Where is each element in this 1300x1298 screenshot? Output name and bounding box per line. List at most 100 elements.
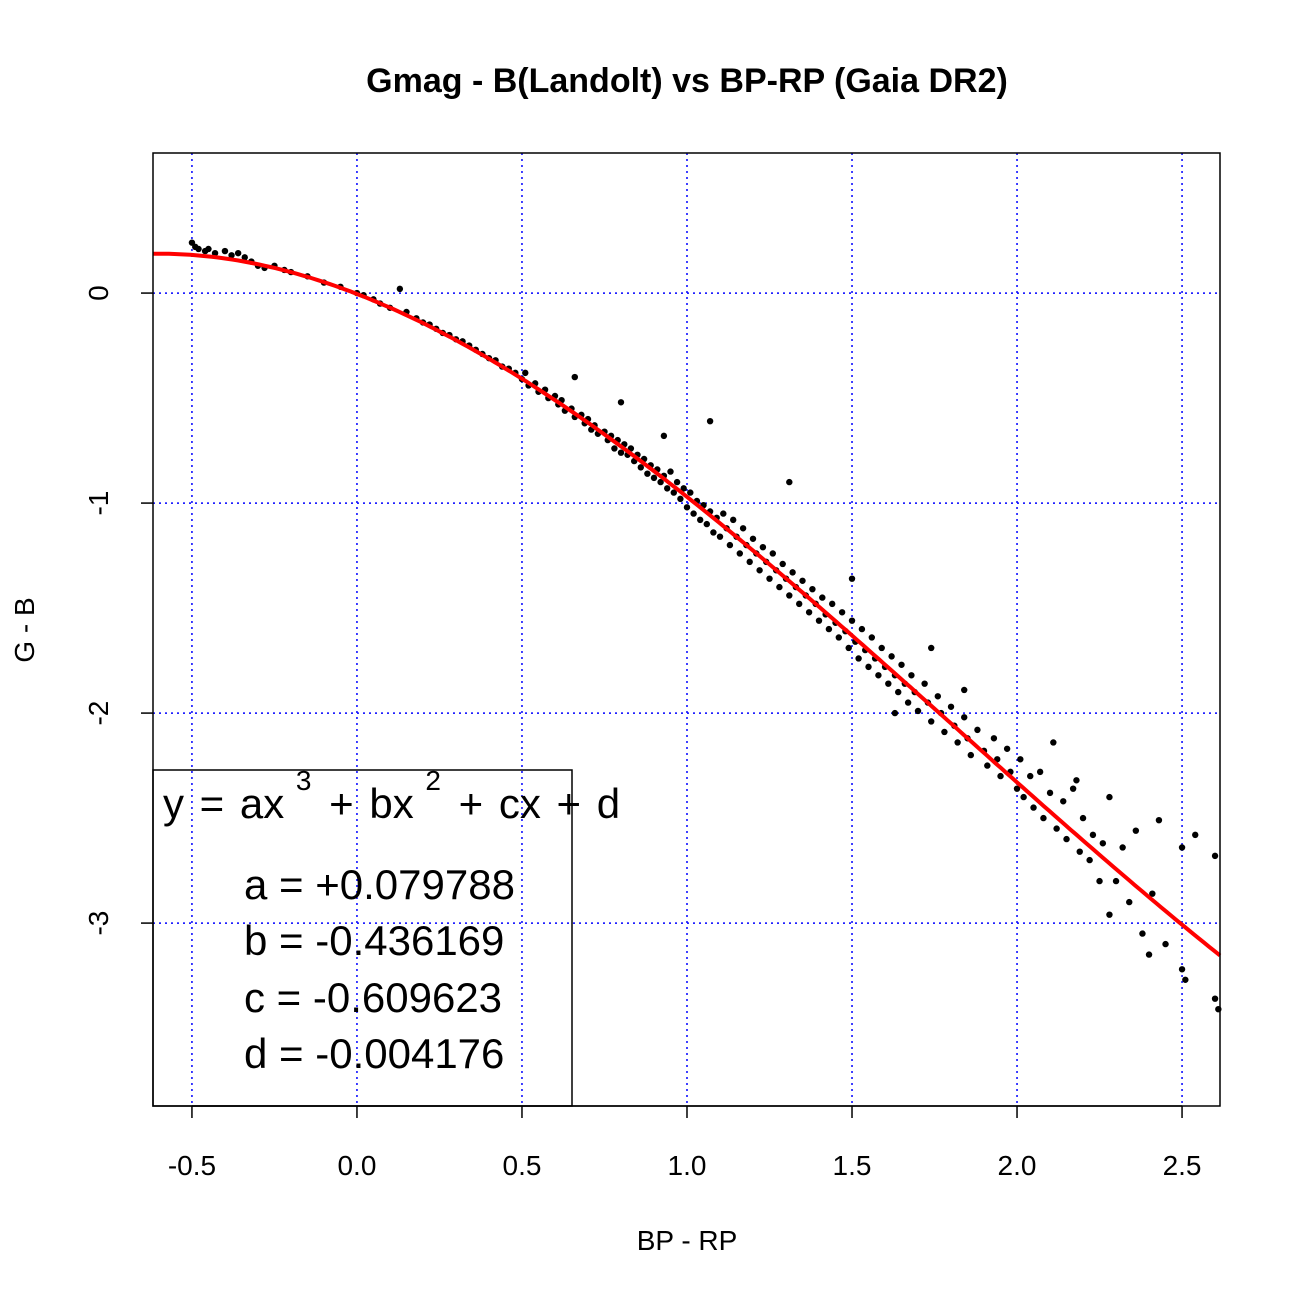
data-point: [644, 470, 651, 477]
fit-curve: [152, 251, 1222, 958]
data-point: [799, 577, 806, 584]
data-point: [1162, 940, 1169, 948]
data-point: [228, 252, 235, 259]
data-point: [928, 718, 935, 725]
x-axis: -0.5 0.0 0.5 1.0 1.5 2.0 2.5: [168, 1105, 1202, 1181]
data-point: [815, 617, 823, 624]
eq-cx: cx: [499, 780, 541, 827]
x-tick-label: 0.0: [337, 1150, 376, 1181]
data-point: [1211, 852, 1219, 860]
data-point: [974, 726, 981, 734]
data-point: [522, 369, 529, 377]
data-point: [687, 489, 694, 496]
data-point: [789, 569, 796, 576]
data-point: [779, 560, 786, 568]
data-point: [1112, 877, 1120, 885]
data-point: [878, 644, 885, 652]
data-point: [961, 714, 968, 721]
data-point: [891, 709, 899, 717]
legend-coef-d: d = -0.004176: [244, 1030, 504, 1077]
data-point: [1003, 745, 1011, 752]
data-point: [660, 432, 668, 440]
data-point: [1079, 814, 1087, 822]
data-point: [1089, 831, 1097, 839]
data-point: [1106, 911, 1113, 918]
grid-lines: [153, 153, 1220, 1106]
data-point: [1126, 898, 1133, 906]
eq-equals: =: [200, 780, 225, 827]
data-point: [868, 634, 876, 641]
data-point: [234, 249, 242, 257]
data-point: [1149, 890, 1156, 897]
data-point: [776, 583, 783, 591]
data-point: [673, 478, 681, 486]
data-point: [845, 644, 852, 652]
data-point: [1053, 825, 1060, 832]
y-tick-label: -2: [83, 701, 114, 726]
data-point: [990, 735, 998, 742]
x-tick-label: 2.5: [1163, 1150, 1202, 1181]
data-point: [1020, 793, 1027, 801]
data-point: [1060, 798, 1067, 805]
data-point: [690, 510, 697, 517]
data-point: [1063, 835, 1070, 843]
data-point: [749, 535, 757, 542]
data-point: [835, 634, 843, 641]
data-point: [786, 592, 793, 599]
data-point: [657, 478, 664, 486]
legend-coef-c: c = -0.609623: [244, 974, 502, 1021]
data-point: [720, 510, 727, 517]
data-point: [1086, 856, 1093, 864]
eq-d: d: [597, 780, 620, 827]
data-point: [211, 249, 219, 257]
data-point: [710, 529, 717, 536]
data-point: [696, 516, 704, 524]
data-point: [805, 609, 813, 616]
x-tick-label: 2.0: [998, 1150, 1037, 1181]
data-point: [838, 609, 846, 616]
data-point: [928, 644, 935, 652]
data-point: [759, 543, 767, 551]
data-point: [1178, 966, 1186, 973]
data-point: [769, 550, 777, 557]
data-point: [670, 489, 677, 496]
data-point: [1106, 793, 1113, 801]
data-point: [1017, 756, 1024, 763]
data-point: [1096, 877, 1103, 885]
data-point: [888, 653, 895, 660]
data-point: [746, 558, 753, 566]
data-point: [706, 417, 714, 425]
data-point: [829, 600, 836, 608]
y-tick-label: -3: [83, 911, 114, 936]
x-tick-label: 0.5: [503, 1150, 542, 1181]
data-point: [1132, 827, 1140, 834]
data-point: [1182, 976, 1189, 983]
data-point: [954, 739, 961, 746]
data-point: [1013, 785, 1021, 792]
eq-plus-3: +: [557, 780, 582, 827]
legend-equation: y = ax 3 + bx 2 + cx + d: [163, 752, 620, 827]
data-point: [825, 625, 833, 633]
data-point: [961, 686, 968, 694]
data-point: [1030, 804, 1037, 811]
chart-title: Gmag - B(Landolt) vs BP-RP (Gaia DR2): [366, 62, 1008, 100]
data-point: [683, 504, 691, 511]
data-point: [947, 703, 955, 710]
data-point: [1211, 995, 1219, 1002]
eq-plus-2: +: [459, 780, 484, 827]
eq-plus-1: +: [329, 780, 354, 827]
data-point: [997, 772, 1004, 780]
data-point: [941, 728, 948, 736]
data-point: [703, 520, 710, 528]
data-point: [221, 247, 229, 255]
data-point: [677, 495, 684, 503]
data-point: [865, 663, 872, 671]
data-point: [809, 585, 816, 593]
y-axis: 0 -1 -2 -3: [83, 285, 153, 936]
eq-power-2: 2: [425, 765, 441, 796]
legend-box: [152, 769, 573, 1107]
data-point: [885, 680, 892, 687]
data-point: [396, 285, 404, 293]
data-point: [1046, 789, 1054, 797]
